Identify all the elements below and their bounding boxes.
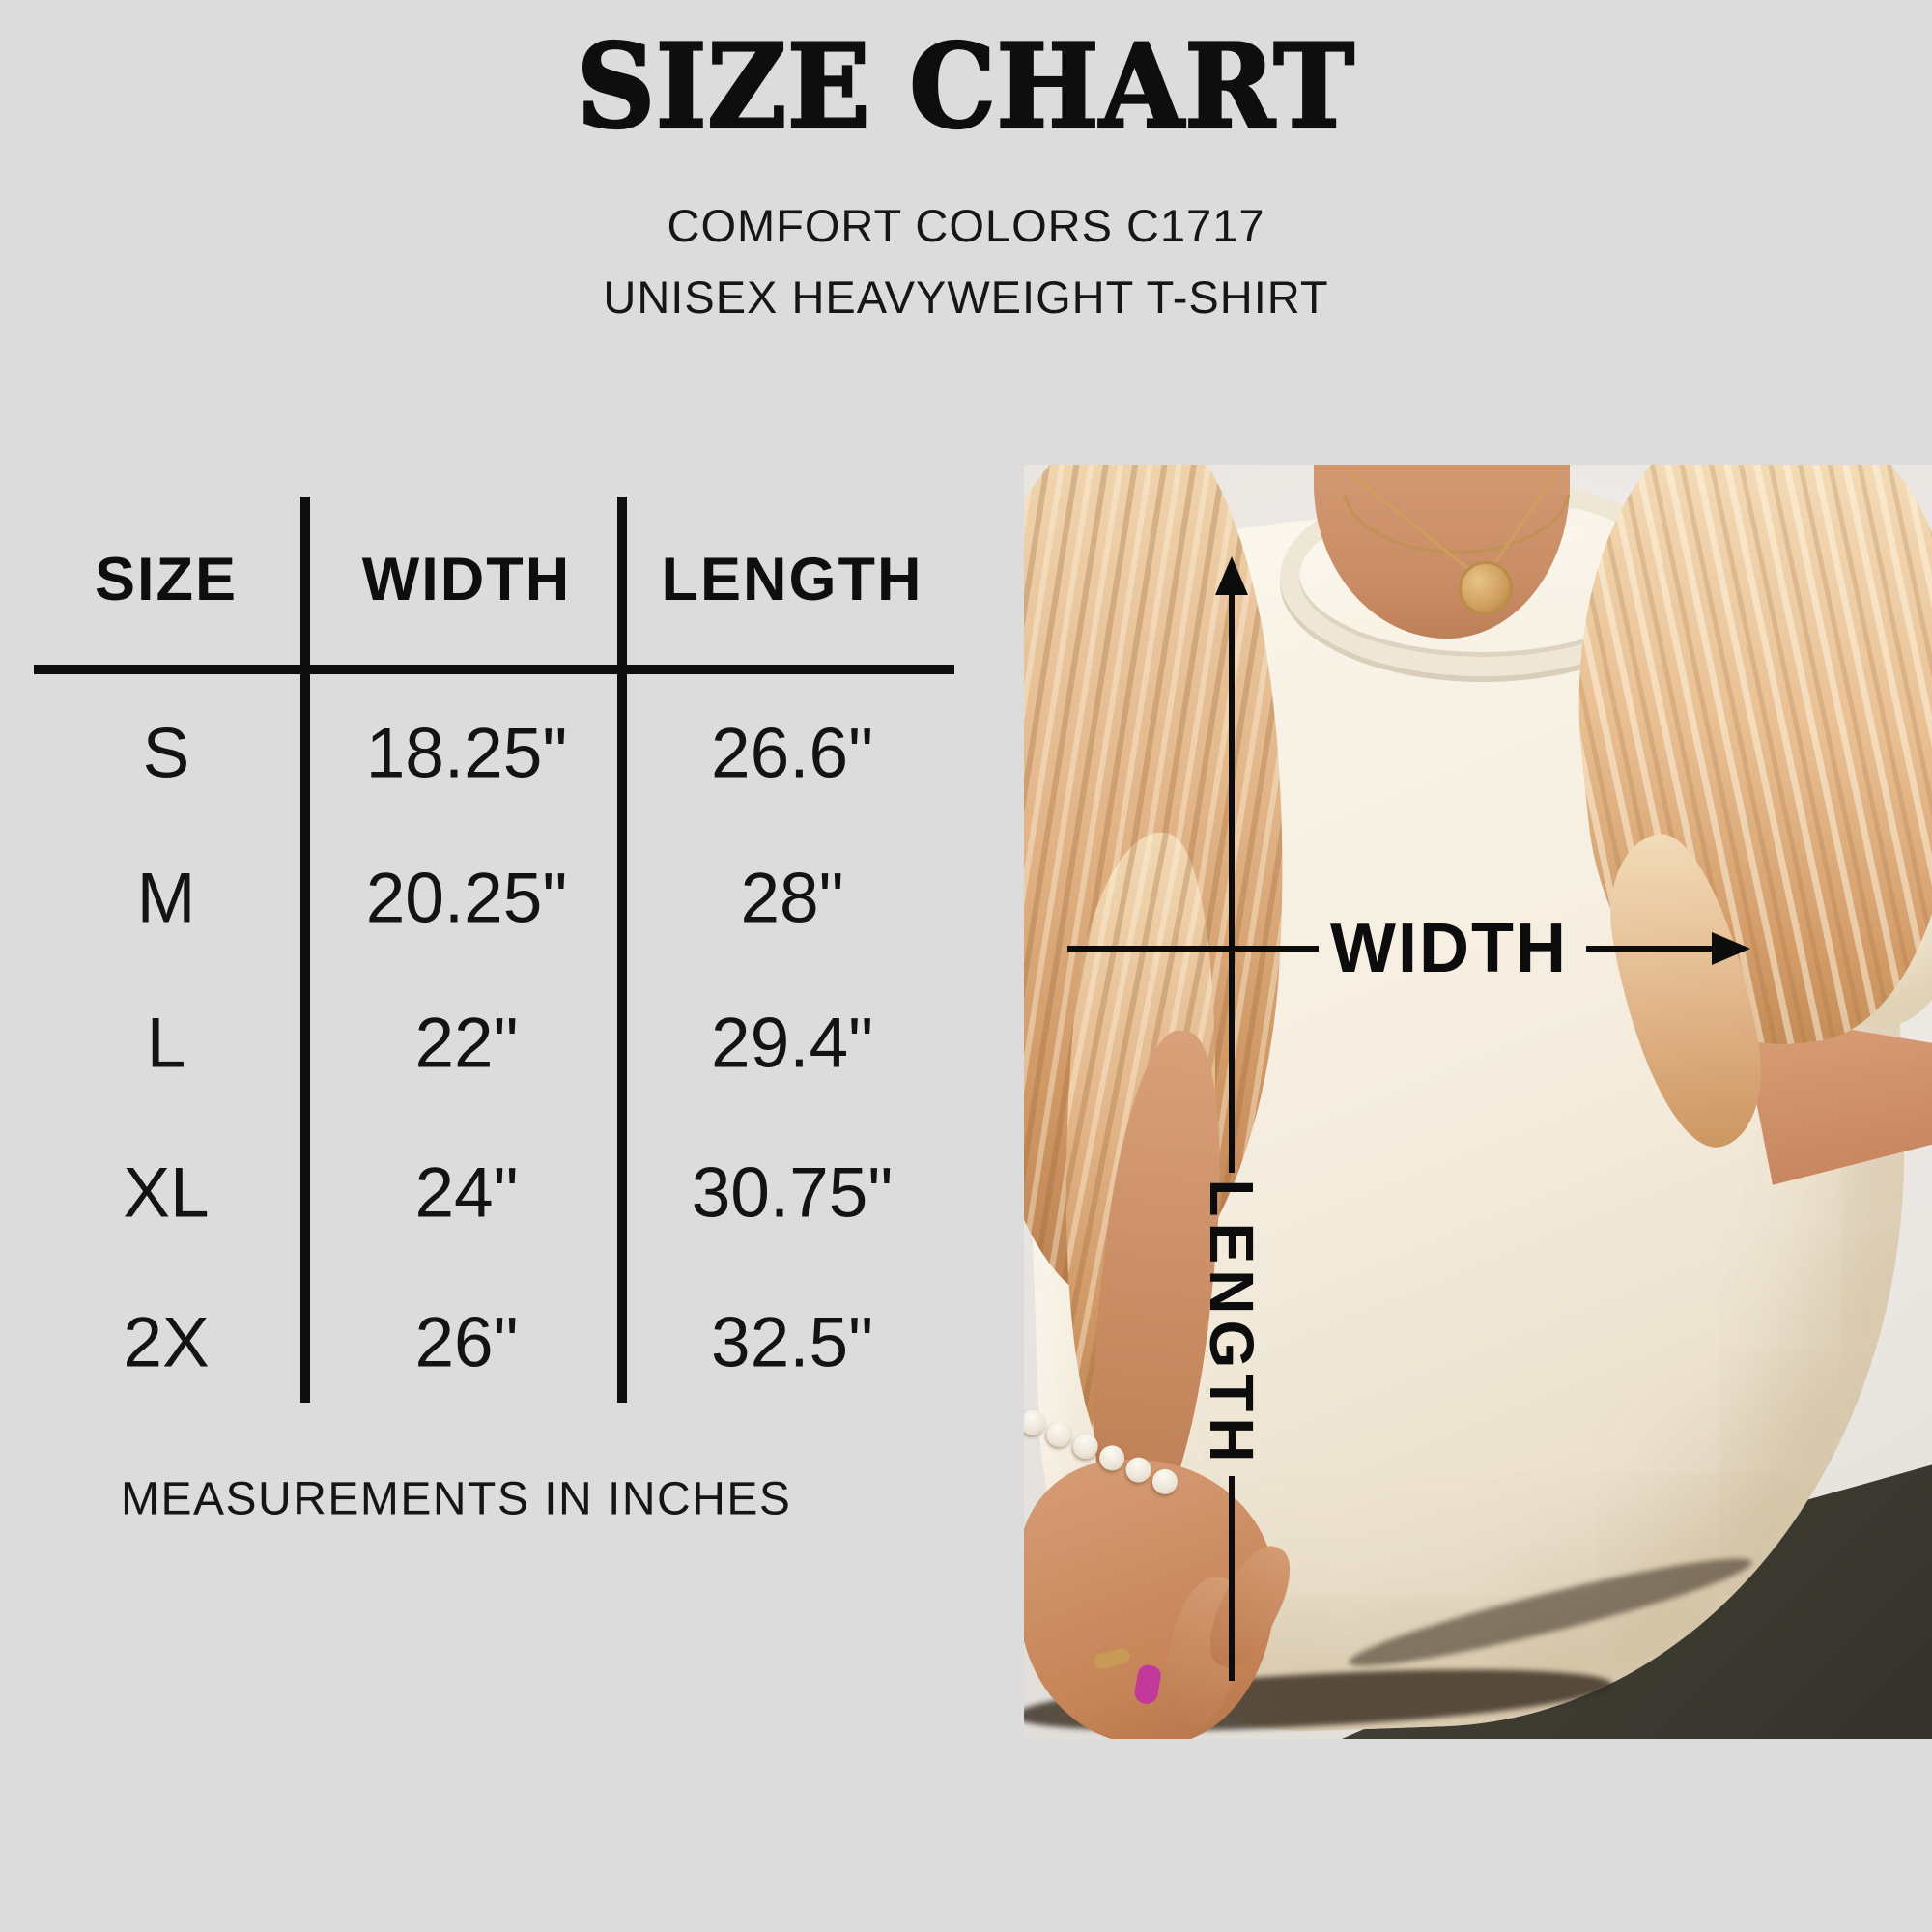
- column-header-width: WIDTH: [361, 546, 572, 613]
- column-header-length: LENGTH: [661, 546, 923, 613]
- length-arrow-line: [1229, 593, 1235, 1173]
- width-annotation-label: WIDTH: [1330, 910, 1568, 987]
- width-arrow-line: [1067, 946, 1319, 952]
- table-cell-size: XL: [123, 1153, 210, 1233]
- column-header-size: SIZE: [94, 546, 239, 613]
- table-column-divider: [300, 497, 310, 1403]
- measurements-note: MEASUREMENTS IN INCHES: [121, 1473, 792, 1525]
- table-header-divider: [34, 665, 954, 674]
- table-cell-width: 22": [414, 1004, 519, 1083]
- length-annotation-label: LENGTH: [1197, 1179, 1266, 1468]
- table-column-divider: [617, 497, 627, 1403]
- table-cell-length: 26.6": [711, 714, 873, 793]
- table-cell-width: 18.25": [365, 714, 568, 793]
- table-cell-length: 28": [740, 859, 844, 938]
- table-cell-size: M: [136, 859, 196, 938]
- table-cell-width: 20.25": [365, 859, 568, 938]
- table-cell-length: 30.75": [691, 1153, 894, 1233]
- width-arrow-head-icon: [1712, 932, 1750, 965]
- table-cell-length: 29.4": [711, 1004, 873, 1083]
- table-cell-size: L: [146, 1004, 186, 1083]
- length-arrow-line: [1229, 1476, 1235, 1681]
- table-cell-length: 32.5": [711, 1303, 873, 1382]
- page-title: SIZE CHART: [576, 19, 1356, 155]
- table-cell-size: 2X: [123, 1303, 210, 1382]
- necklace-pendant: [1459, 561, 1513, 615]
- table-cell-size: S: [142, 714, 190, 793]
- table-cell-width: 24": [414, 1153, 519, 1233]
- product-photo: [1024, 465, 1932, 1739]
- width-arrow-line: [1586, 946, 1714, 952]
- subtitle-product-name: UNISEX HEAVYWEIGHT T-SHIRT: [603, 271, 1329, 323]
- length-arrow-head-icon: [1215, 556, 1248, 595]
- table-cell-width: 26": [414, 1303, 519, 1382]
- subtitle-product-code: COMFORT COLORS C1717: [667, 200, 1265, 251]
